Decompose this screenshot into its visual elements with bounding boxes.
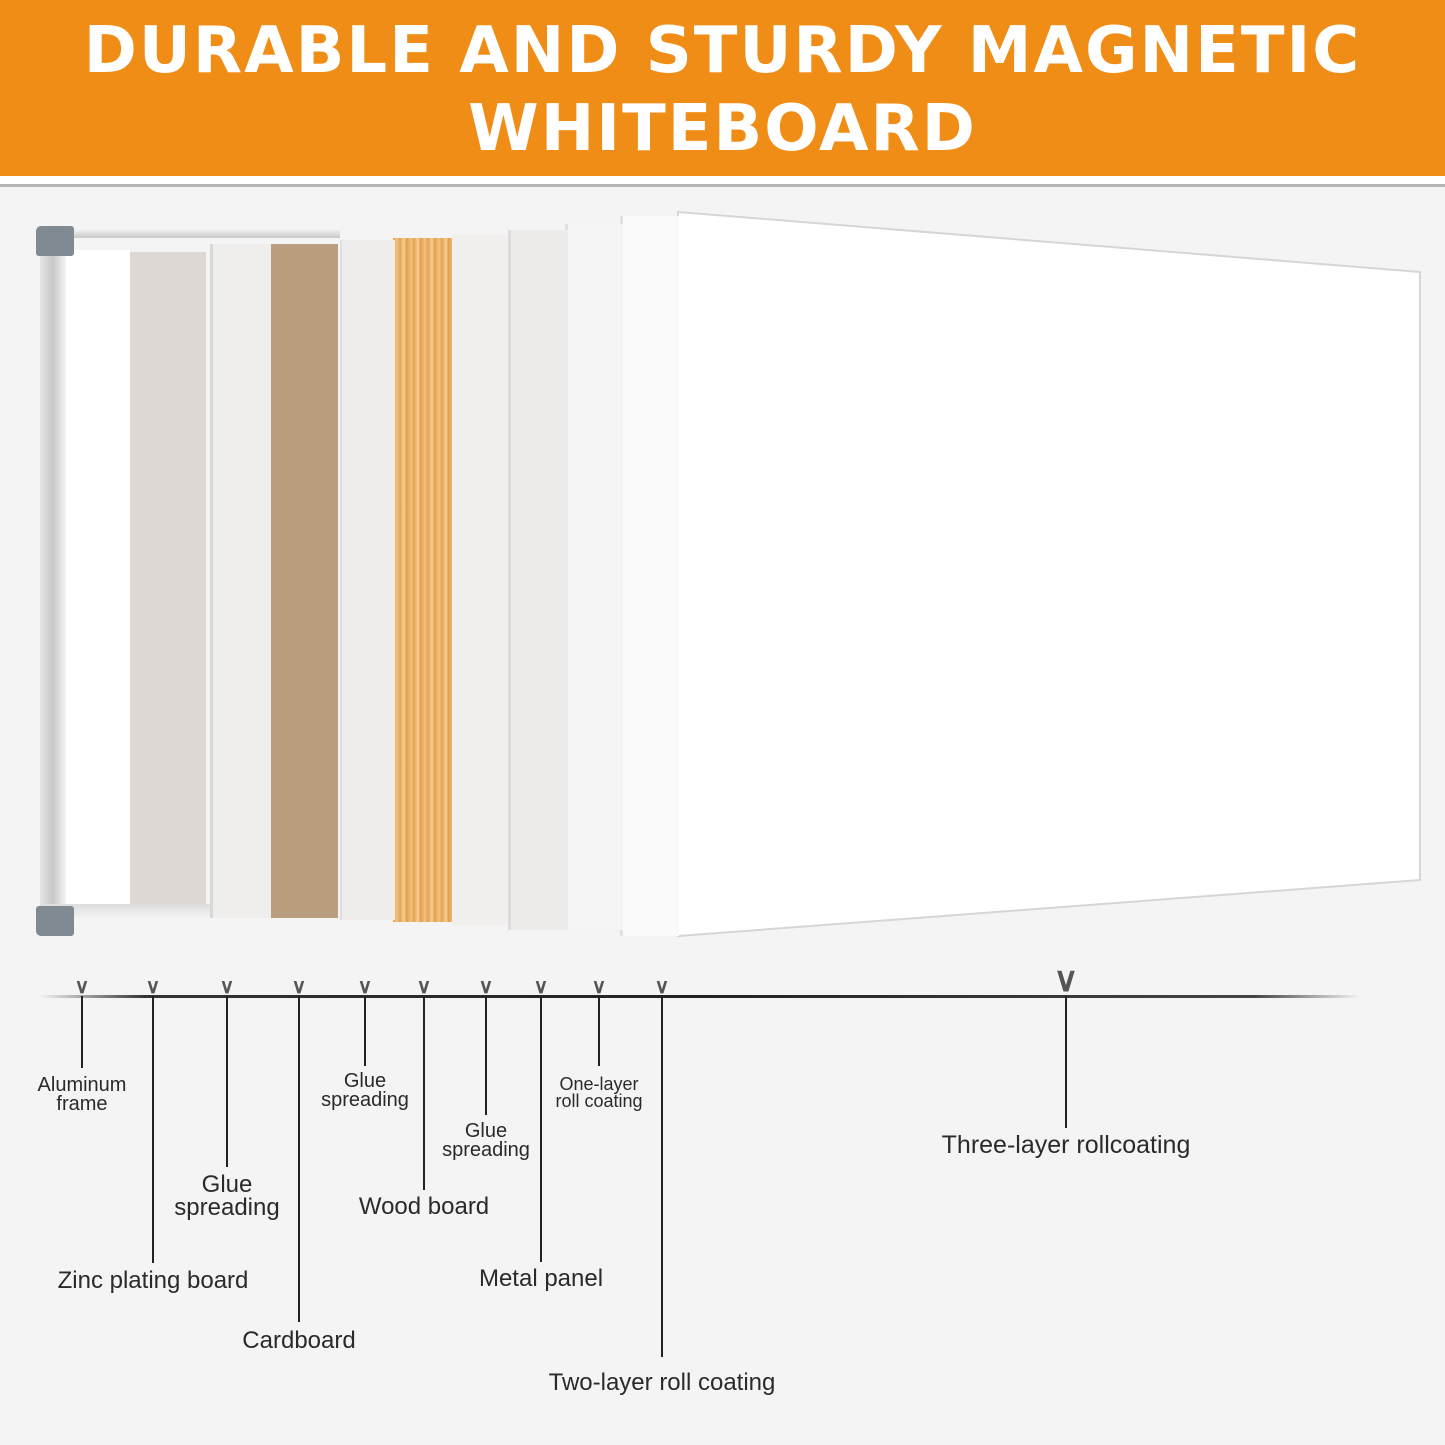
marker-chevron-icon: ∨: [291, 976, 307, 998]
aluminum-frame-bottom: [40, 904, 210, 918]
layer-label: Glue spreading: [442, 1120, 530, 1161]
metal-panel: [508, 230, 568, 930]
aluminum-frame: [40, 230, 340, 238]
divider-line: [0, 184, 1445, 187]
glue-spreading-layer-1: [210, 244, 271, 918]
axis-line: [40, 995, 1360, 998]
callout-line: [1065, 996, 1067, 1128]
callout-line: [540, 996, 542, 1262]
header-banner: DURABLE AND STURDY MAGNETIC WHITEBOARD: [0, 0, 1445, 176]
callout-line: [364, 996, 366, 1066]
layer-label: Cardboard: [242, 1327, 356, 1354]
layer-label-line: frame: [56, 1093, 108, 1115]
layer-label-line: One-layer: [559, 1074, 639, 1094]
layer-label: Two-layer roll coating: [548, 1369, 776, 1396]
layer-label: Glue spreading: [174, 1171, 280, 1221]
layer-label: Metal panel: [478, 1265, 604, 1292]
divider-strip: [0, 176, 1445, 184]
glue-spreading-layer-2: [340, 240, 395, 920]
layer-label-line: Glue: [464, 1120, 508, 1142]
layer-label-line: spreading: [321, 1089, 409, 1111]
marker-chevron-icon: ∨: [654, 976, 670, 998]
marker-chevron-icon: ∨: [145, 976, 161, 998]
glue-spreading-layer-3: [452, 234, 508, 926]
callout-line: [661, 996, 663, 1357]
callout-line: [298, 996, 300, 1322]
layer-label-line: spreading: [174, 1193, 280, 1221]
frame-corner-bottom: [36, 906, 74, 936]
layer-label: Wood board: [358, 1193, 490, 1220]
layer-label-line: Glue: [201, 1171, 253, 1198]
layer-label: One-layer roll coating: [555, 1074, 643, 1112]
layer-label-line: spreading: [442, 1139, 530, 1161]
layer-label: Zinc plating board: [57, 1267, 249, 1294]
callout-line: [423, 996, 425, 1190]
marker-chevron-icon: ∨: [219, 976, 235, 998]
layer-label: Three-layer rollcoating: [941, 1131, 1191, 1159]
frame-inner-white: [66, 250, 130, 904]
callout-line: [152, 996, 154, 1263]
cardboard: [268, 244, 338, 918]
wood-board: [393, 238, 452, 922]
marker-chevron-icon: ∨: [1053, 961, 1079, 999]
marker-chevron-icon: ∨: [74, 976, 90, 998]
callout-line: [598, 996, 600, 1066]
marker-chevron-icon: ∨: [357, 976, 373, 998]
marker-chevron-icon: ∨: [591, 976, 607, 998]
layer-label-line: Glue: [343, 1070, 387, 1092]
callout-line: [226, 996, 228, 1167]
aluminum-frame-side: [40, 236, 66, 926]
layer-label-line: Aluminum: [37, 1074, 127, 1096]
marker-chevron-icon: ∨: [416, 976, 432, 998]
zinc-plating-board: [130, 252, 206, 904]
marker-chevron-icon: ∨: [533, 976, 549, 998]
page-title: DURABLE AND STURDY MAGNETIC WHITEBOARD: [0, 12, 1445, 168]
layer-label-line: roll coating: [555, 1091, 643, 1112]
layer-label: Aluminum frame: [37, 1074, 127, 1115]
layer-label: Glue spreading: [321, 1070, 409, 1111]
title-line-1: DURABLE AND STURDY MAGNETIC: [83, 14, 1362, 88]
marker-chevron-icon: ∨: [478, 976, 494, 998]
one-layer-roll-coating-panel: [565, 224, 623, 930]
callout-line: [485, 996, 487, 1115]
frame-corner-top: [36, 226, 74, 256]
two-layer-roll-coating-panel: [620, 216, 679, 936]
title-line-2: WHITEBOARD: [468, 92, 977, 166]
callout-line: [81, 996, 83, 1068]
